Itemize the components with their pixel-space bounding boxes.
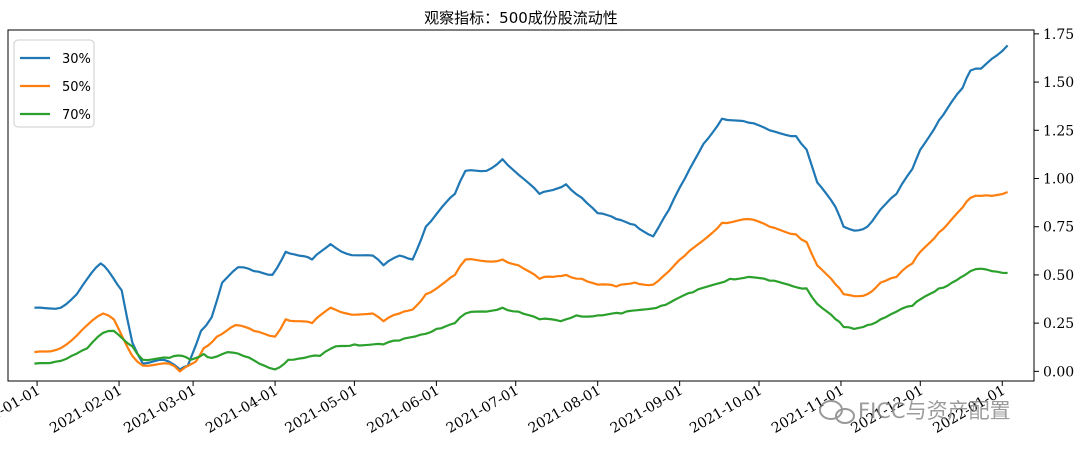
x-tick-label: 2021-05-01 <box>283 383 361 437</box>
legend: 30% 50% 70% <box>13 39 95 128</box>
x-tick-label: 2021-08-01 <box>526 383 604 437</box>
plot-frame <box>7 29 1035 382</box>
series-line-70pct <box>34 267 1008 371</box>
y-tick-label: 0.25 <box>1043 316 1074 332</box>
y-tick-label: 0.50 <box>1043 268 1074 284</box>
x-tick-label: 2021-04-01 <box>203 383 281 437</box>
x-tick-label: 2021-02-01 <box>47 383 125 437</box>
plot-lines <box>34 44 1009 373</box>
y-axis: 0.00 0.25 0.50 0.75 1.00 1.25 1.50 1.75 <box>1034 27 1074 380</box>
legend-label: 30% <box>62 52 91 67</box>
legend-box <box>13 39 95 128</box>
x-tick-label: 2021-07-01 <box>444 383 522 437</box>
y-tick-label: 0.75 <box>1043 220 1074 236</box>
x-tick-label: 2021-06-01 <box>364 383 442 437</box>
x-tick-label: 2021-10-01 <box>687 383 765 437</box>
legend-label: 70% <box>62 108 91 123</box>
y-tick-label: 1.50 <box>1043 75 1074 91</box>
x-tick-label: 2021-01-01 <box>0 383 43 437</box>
legend-label: 50% <box>62 80 91 95</box>
y-tick-label: 1.75 <box>1043 27 1074 43</box>
x-tick-label: 2021-03-01 <box>121 383 199 437</box>
watermark: FICC与资产配置 <box>819 399 1011 424</box>
x-tick-label: 2021-11-01 <box>769 383 847 437</box>
series-line-30pct <box>34 44 1009 371</box>
y-tick-label: 1.25 <box>1043 123 1074 139</box>
y-tick-label: 1.00 <box>1043 172 1074 188</box>
y-tick-label: 0.00 <box>1043 364 1074 380</box>
watermark-text: FICC与资产配置 <box>858 399 1011 423</box>
wechat-icon <box>819 400 855 424</box>
x-tick-label: 2021-09-01 <box>608 383 686 437</box>
chart-title: 观察指标：500成份股流动性 <box>424 9 618 27</box>
series-line-50pct <box>34 190 1009 373</box>
